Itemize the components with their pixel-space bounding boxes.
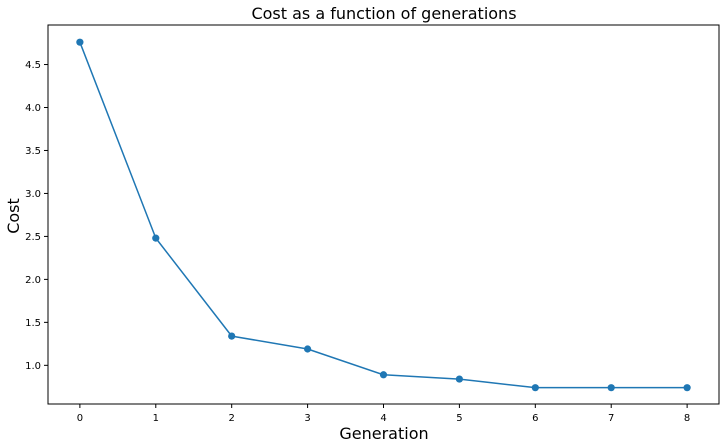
data-point: [152, 234, 160, 242]
data-point: [455, 375, 464, 383]
plot-area: 0 1 2 3 4 5 6 7 8 1.0 1.5 2.0 2.5 3.0 3.5 4.0 4.5: [25, 38, 691, 424]
chart-title: Cost as a function of generations: [251, 4, 516, 23]
data-point: [683, 384, 691, 392]
data-point: [303, 345, 312, 353]
data-point: [531, 384, 539, 392]
y-axis-title: Cost: [4, 198, 23, 234]
x-tick-label: 4: [380, 413, 386, 424]
y-tick-label: 4.0: [25, 103, 41, 114]
y-tick-label: 2.0: [25, 275, 41, 286]
x-tick-label: 7: [608, 413, 614, 424]
x-tick-label: 0: [77, 413, 83, 424]
data-point: [379, 371, 388, 379]
data-point: [228, 332, 236, 340]
y-tick-label: 1.5: [25, 318, 41, 329]
y-tick-label: 3.0: [25, 189, 41, 200]
x-tick-label: 6: [532, 413, 538, 424]
x-tick-label: 5: [456, 413, 462, 424]
y-tick-label: 3.5: [25, 146, 41, 157]
y-tick-label: 1.0: [25, 361, 41, 372]
data-point: [607, 384, 615, 392]
plot-frame: [47, 24, 720, 405]
x-tick-label: 2: [229, 413, 235, 424]
x-axis-title: Generation: [339, 424, 428, 443]
x-tick-label: 8: [684, 413, 690, 424]
x-tick-label: 1: [153, 413, 159, 424]
data-point: [76, 38, 84, 46]
x-tick-label: 3: [304, 413, 310, 424]
y-tick-label: 2.5: [25, 232, 41, 243]
y-tick-label: 4.5: [25, 60, 41, 71]
